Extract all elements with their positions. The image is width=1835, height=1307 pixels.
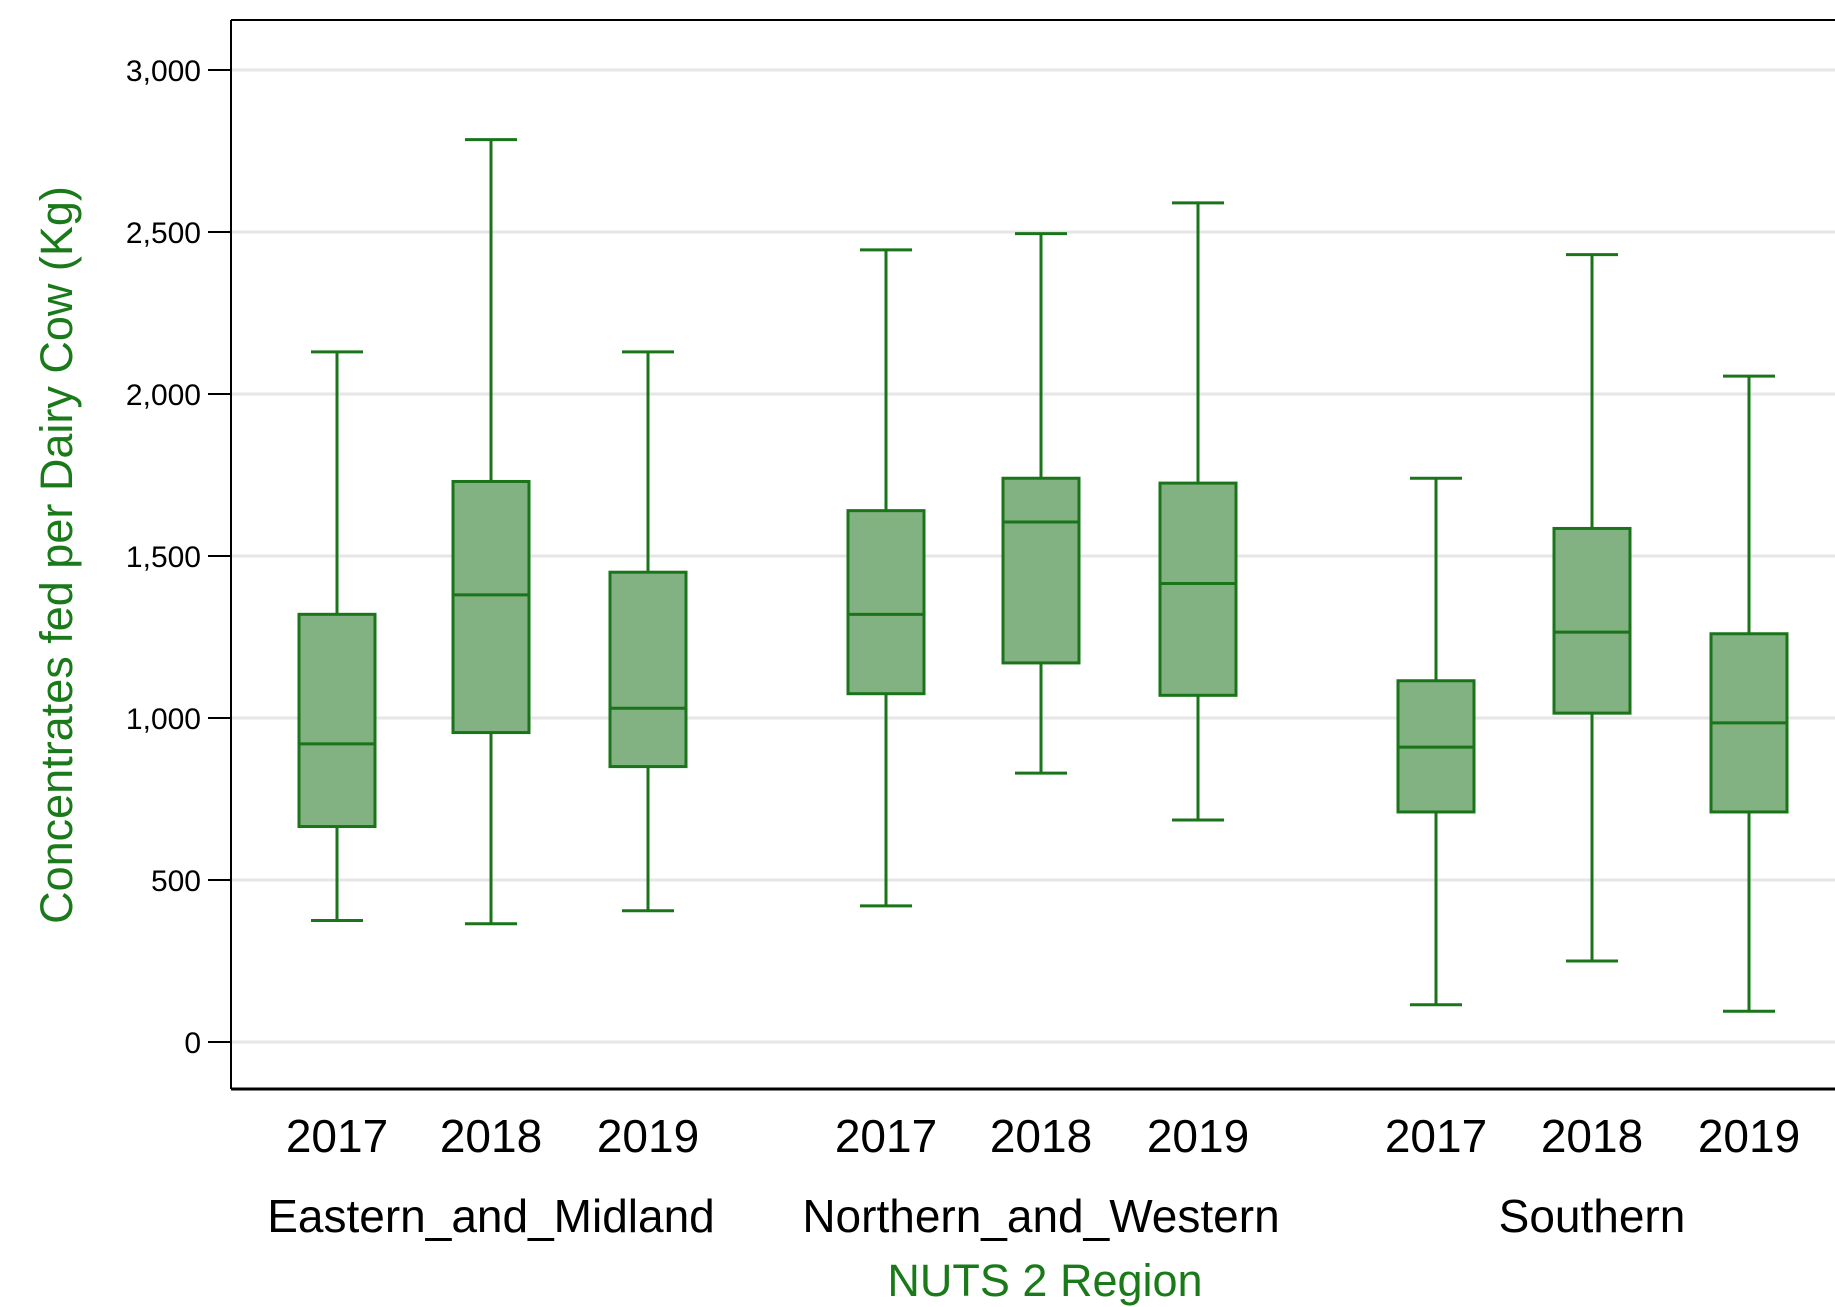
category-label: 2018	[440, 1110, 542, 1162]
category-label: 2018	[990, 1110, 1092, 1162]
group-label: Southern	[1499, 1190, 1686, 1242]
y-axis-ticks: 0 500 1,000 1,500 2,000 2,500 3,000	[126, 55, 230, 1060]
box-series	[297, 138, 1789, 1013]
y-tick-label: 2,000	[126, 379, 201, 412]
iqr-box	[1158, 481, 1238, 697]
x-axis-title: NUTS 2 Region	[887, 1255, 1202, 1306]
y-tick-label: 1,500	[126, 541, 201, 574]
iqr-box	[608, 570, 688, 769]
y-tick-label: 0	[184, 1027, 201, 1060]
y-tick-label: 3,000	[126, 55, 201, 88]
category-label: 2019	[1147, 1110, 1249, 1162]
y-tick-label: 2,500	[126, 217, 201, 250]
group-label: Eastern_and_Midland	[267, 1190, 715, 1242]
category-label: 2019	[597, 1110, 699, 1162]
iqr-box	[297, 612, 377, 829]
x-axis-labels: 2017 2018 2019 Eastern_and_Midland 2017 2018 2…	[267, 1110, 1800, 1242]
group-label: Northern_and_Western	[802, 1190, 1279, 1242]
iqr-box	[1552, 526, 1632, 715]
y-tick-label: 1,000	[126, 703, 201, 736]
y-tick-label: 500	[151, 865, 201, 898]
iqr-box	[846, 509, 926, 696]
category-label: 2019	[1698, 1110, 1800, 1162]
category-label: 2017	[286, 1110, 388, 1162]
category-label: 2017	[1385, 1110, 1487, 1162]
iqr-box	[451, 479, 531, 735]
y-axis-title: Concentrates fed per Dairy Cow (Kg)	[31, 186, 82, 924]
iqr-box	[1001, 476, 1081, 665]
category-label: 2017	[835, 1110, 937, 1162]
category-label: 2018	[1541, 1110, 1643, 1162]
